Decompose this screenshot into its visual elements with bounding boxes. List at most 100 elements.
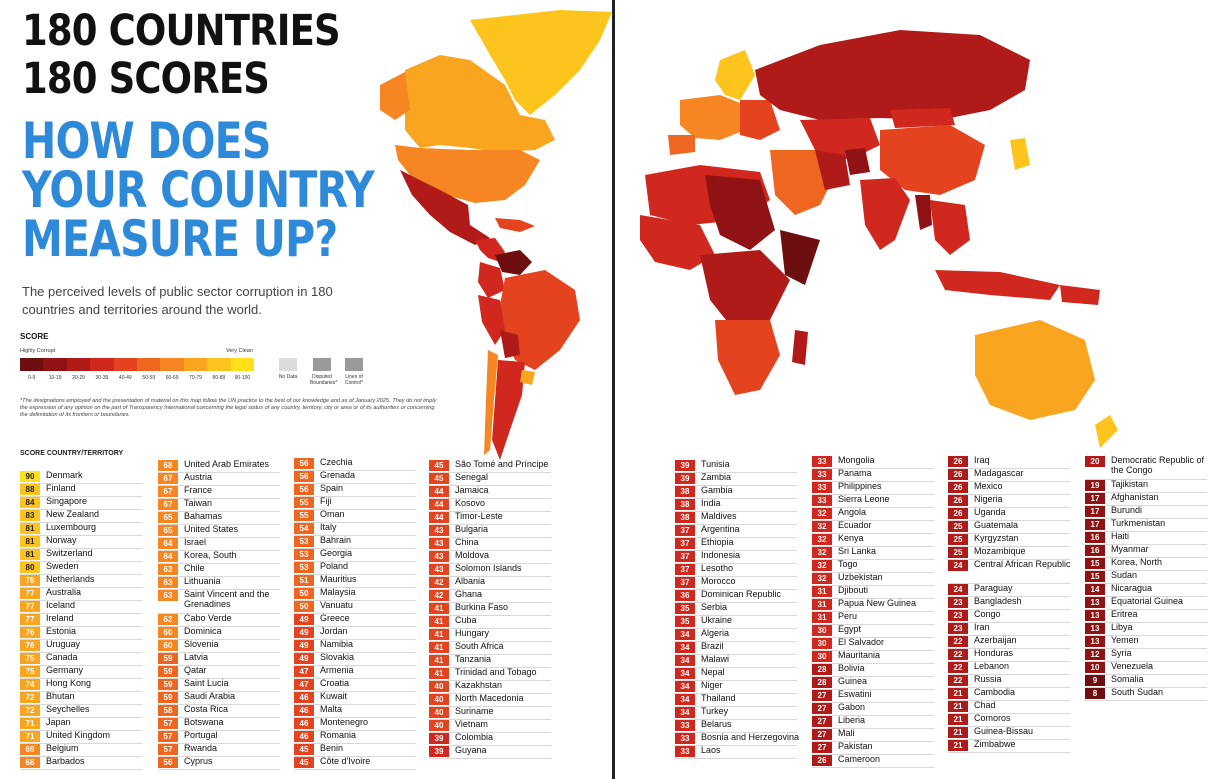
country-name: Gabon (838, 702, 866, 712)
score-badge: 22 (948, 636, 968, 647)
score-badge: 64 (158, 551, 178, 562)
score-badge: 13 (1085, 597, 1105, 608)
score-badge: 32 (812, 547, 832, 558)
score-badge: 31 (812, 586, 832, 597)
map-region-india (860, 178, 910, 250)
table-row: 77 Ireland (20, 613, 142, 627)
table-row: 43 Bulgaria (429, 524, 551, 538)
score-badge: 39 (429, 746, 449, 757)
score-badge: 81 (20, 549, 40, 560)
table-row: 33 Panama (812, 468, 934, 482)
country-name: Argentina (701, 524, 740, 534)
table-row: 76 Estonia (20, 626, 142, 640)
country-name: Turkmenistan (1111, 518, 1166, 528)
country-name: Yemen (1111, 635, 1139, 645)
table-row: 81 Luxembourg (20, 522, 142, 536)
country-name: Colombia (455, 732, 494, 742)
country-name: Lebanon (974, 661, 1010, 671)
country-name: Poland (320, 561, 349, 571)
country-name: Kyrgyzstan (974, 533, 1019, 543)
country-name: Maldives (701, 511, 737, 521)
table-row: 63 Lithuania (158, 576, 280, 590)
map-region-australia (975, 320, 1095, 420)
country-name: Denmark (46, 470, 83, 480)
score-badge: 51 (294, 575, 314, 586)
score-badge: 32 (812, 521, 832, 532)
table-row: 27 Eswatini (812, 689, 934, 703)
country-name: Syria (1111, 648, 1132, 658)
score-badge: 41 (429, 603, 449, 614)
table-row: 31 Djibouti (812, 585, 934, 599)
map-region-brazil (500, 270, 580, 370)
table-row: 34 Turkey (675, 706, 797, 720)
country-name: Namibia (320, 639, 354, 649)
score-badge: 32 (812, 508, 832, 519)
country-name: Nigeria (974, 494, 1003, 504)
score-badge: 8 (1085, 688, 1105, 699)
country-name: Belgium (46, 743, 79, 753)
table-row: 45 Benin (294, 743, 416, 757)
country-name: Oman (320, 509, 345, 519)
map-region-argentina (492, 360, 525, 460)
score-badge: 25 (948, 547, 968, 558)
score-badge: 22 (948, 662, 968, 673)
country-name: Equatorial Guinea (1111, 596, 1184, 606)
table-row: 77 Australia (20, 587, 142, 601)
table-row: 80 Sweden (20, 561, 142, 575)
score-badge: 21 (948, 714, 968, 725)
score-badge: 14 (1085, 584, 1105, 595)
score-badge: 32 (812, 534, 832, 545)
score-badge: 36 (675, 590, 695, 601)
score-badge: 33 (812, 456, 832, 467)
table-row: 26 Madagascar (948, 468, 1070, 482)
table-row: 26 Iraq (948, 455, 1070, 469)
country-name: Brazil (701, 641, 724, 651)
country-name: Greece (320, 613, 350, 623)
country-name: China (455, 537, 479, 547)
table-row: 34 Algeria (675, 628, 797, 642)
score-badge: 63 (158, 590, 178, 601)
table-row: 23 Congo (948, 609, 1070, 623)
country-name: Germany (46, 665, 84, 675)
legend-disputed: Disputed Boundaries* (310, 358, 337, 386)
country-name: Bahamas (184, 511, 223, 521)
score-badge: 37 (675, 577, 695, 588)
country-name: Croatia (320, 678, 350, 688)
country-name: Trinidad and Tobago (455, 667, 537, 677)
legend-no-data-label: No Data (278, 374, 298, 380)
country-name: Liberia (838, 715, 866, 725)
score-badge: 13 (1085, 623, 1105, 634)
table-row: 20 Democratic Republic of the Congo (1085, 455, 1207, 480)
question-line1: HOW DOES (22, 112, 271, 170)
table-row: 33 Sierra Leone (812, 494, 934, 508)
country-name: Kazakhstan (455, 680, 503, 690)
country-name: Afghanistan (1111, 492, 1159, 502)
legend-tick-label: 10-19 (48, 375, 62, 381)
score-badge: 76 (20, 640, 40, 651)
map-region-madagascar (792, 330, 808, 365)
country-name: Bangladesh (974, 596, 1022, 606)
legend-swatch-1 (43, 358, 67, 371)
table-row: 74 Hong Kong (20, 678, 142, 692)
score-badge: 59 (158, 679, 178, 690)
score-badge: 56 (294, 484, 314, 495)
score-badge: 33 (675, 746, 695, 757)
disclaimer: *The designations employed and the prese… (20, 398, 437, 418)
country-name: Romania (320, 730, 357, 740)
table-row: 63 Saint Vincent and the Grenadines (158, 589, 280, 614)
score-badge: 46 (294, 705, 314, 716)
table-row: 37 Argentina (675, 524, 797, 538)
table-row: 32 Togo (812, 559, 934, 573)
map-region-papua (1060, 285, 1100, 305)
table-row: 68 Barbados (20, 756, 142, 770)
table-row: 30 Egypt (812, 624, 934, 638)
country-name: Uruguay (46, 639, 81, 649)
table-row: 34 Thailand (675, 693, 797, 707)
country-name: Solomon Islands (455, 563, 522, 573)
map-region-southern-africa (715, 320, 780, 395)
legend-low-label: Highly Corrupt (20, 348, 56, 354)
table-row: 72 Bhutan (20, 691, 142, 705)
score-badge: 34 (675, 642, 695, 653)
score-badge: 26 (948, 482, 968, 493)
country-name: Democratic Republic of the Congo (1111, 455, 1205, 475)
